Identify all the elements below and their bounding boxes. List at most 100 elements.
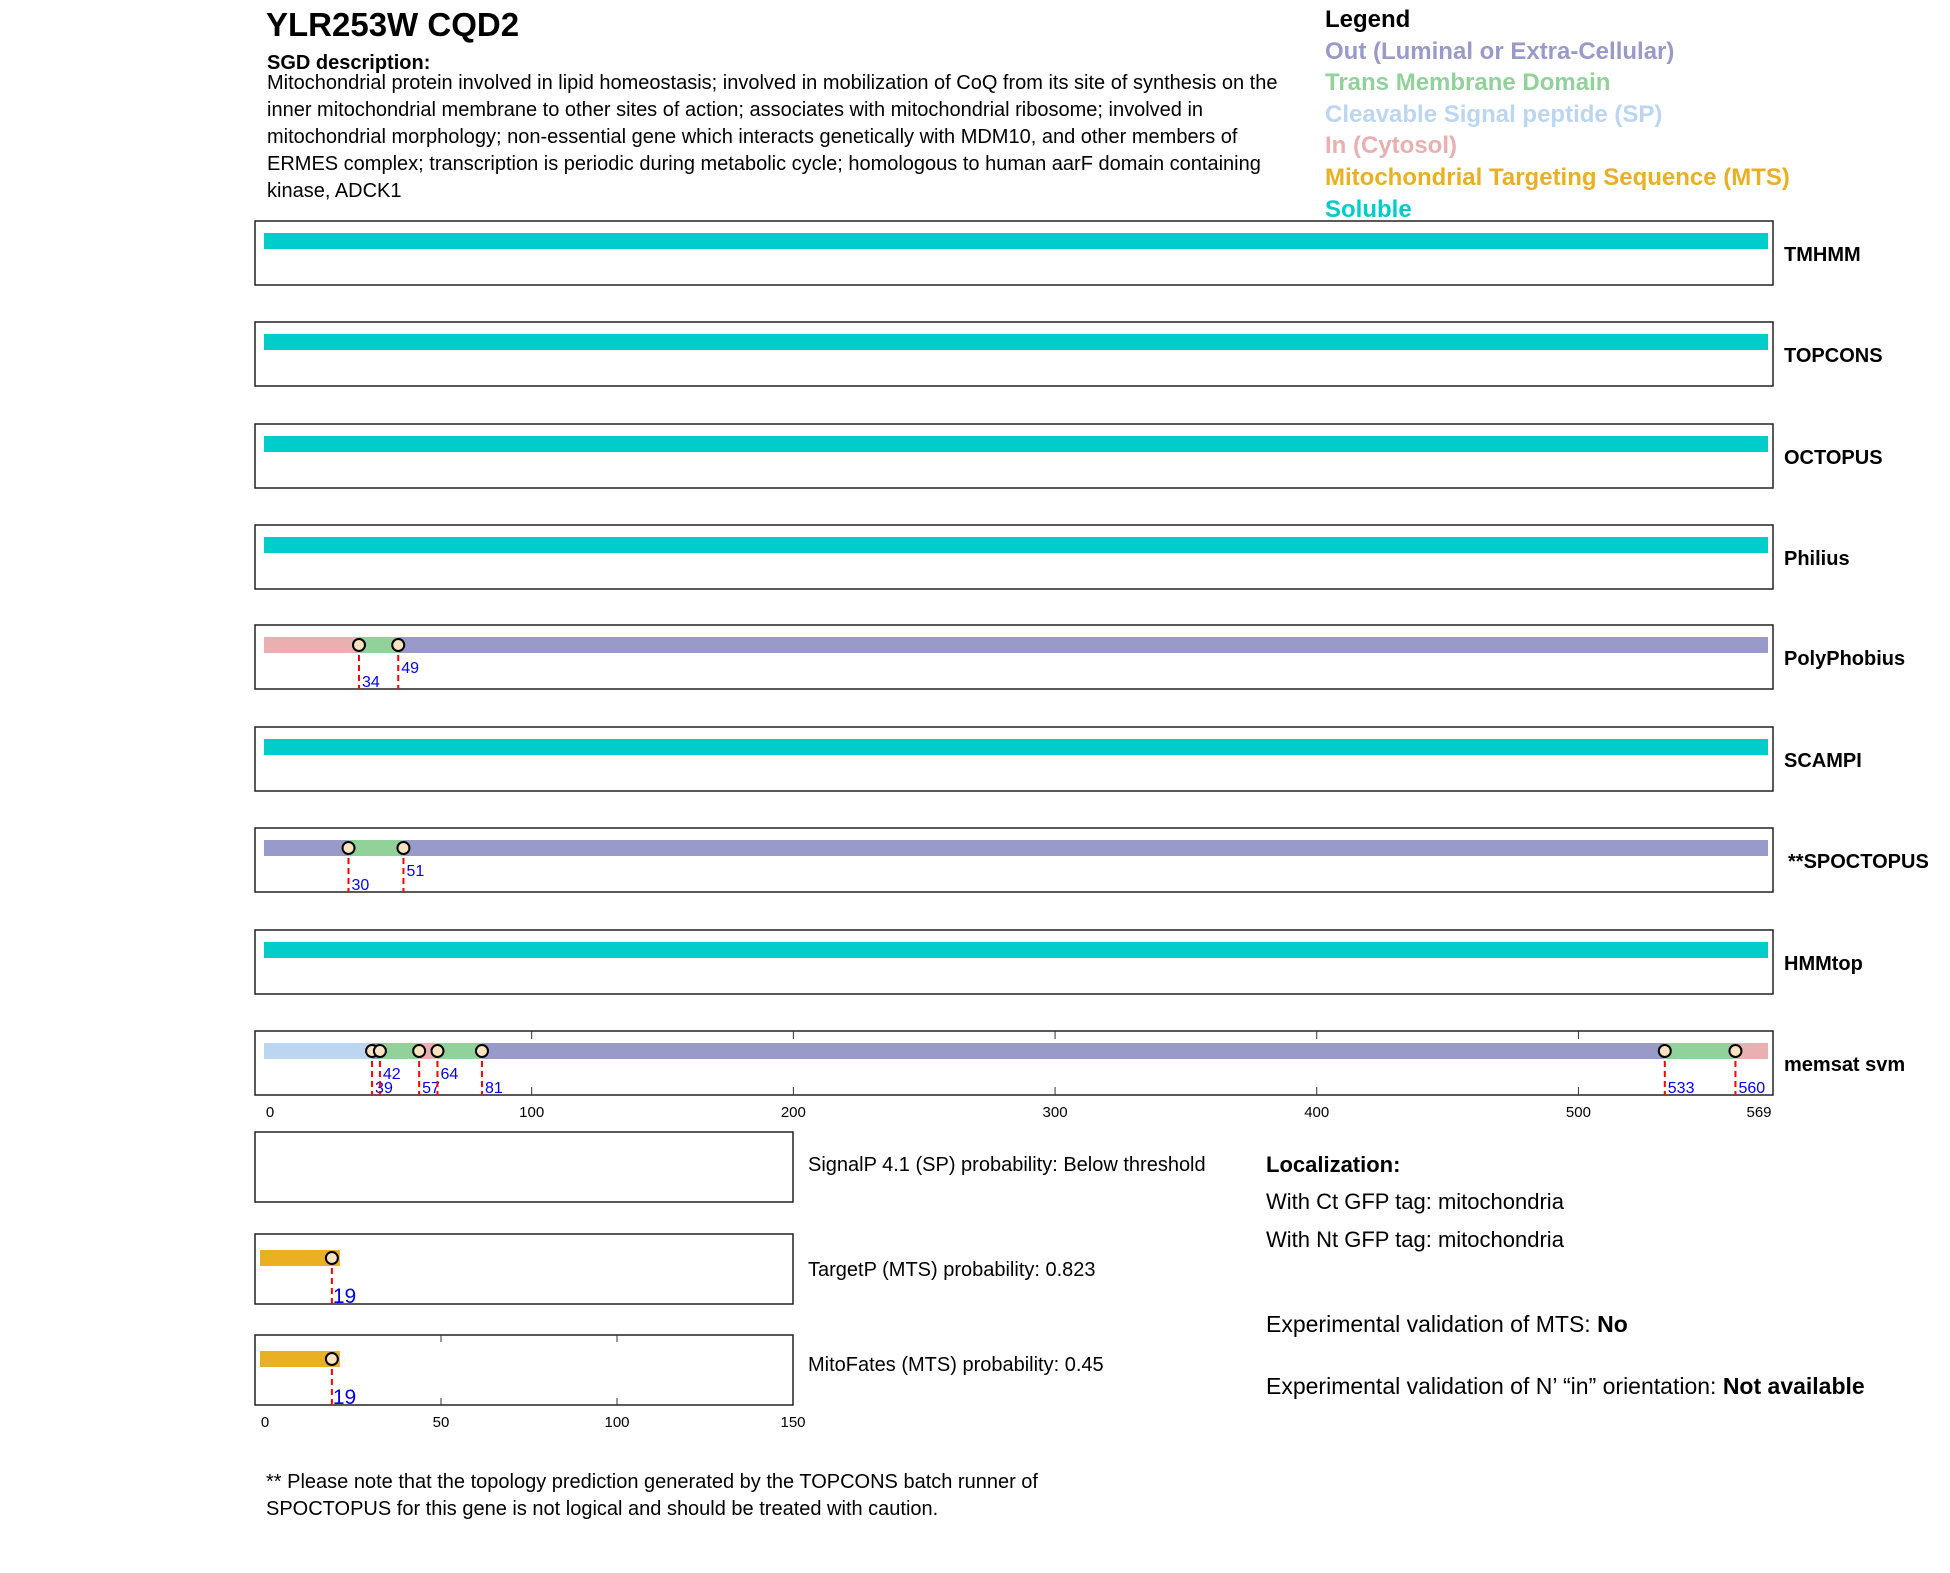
track-label-polyphobius: PolyPhobius [1784,648,1905,670]
segment-out [403,840,1768,856]
track-box [254,1030,1774,1096]
track-label-spoctopus: **SPOCTOPUS [1788,851,1929,873]
legend-title: Legend [1325,6,1411,33]
footnote-line-2: SPOCTOPUS for this gene is not logical a… [266,1498,939,1520]
segment-soluble [264,334,1768,350]
track-label-philius: Philius [1784,548,1850,570]
axis-tick-label: 0 [261,1414,269,1431]
marker-label: 42 [383,1066,401,1083]
segment-mts [260,1351,340,1367]
axis-tick-label: 400 [1304,1104,1329,1121]
marker-circle [391,638,406,652]
segment-in [1735,1043,1768,1059]
track-label-memsatsvm: memsat svm [1784,1054,1905,1076]
segment-sp [264,1043,373,1059]
page-title: YLR253W CQD2 [266,6,520,43]
marker-label: 560 [1738,1080,1765,1097]
targetp-label: TargetP (MTS) probability: 0.823 [808,1259,1096,1281]
marker-circle [341,841,356,855]
track-label-topcons: TOPCONS [1784,345,1883,367]
segment-soluble [264,436,1768,452]
marker-circle [412,1044,427,1058]
track-box [254,524,1774,590]
legend-out: Out (Luminal or Extra-Cellular) [1325,37,1675,65]
marker-circle [324,1352,339,1366]
marker-circle [351,638,366,652]
track-label-hmmtop: HMMtop [1784,953,1863,975]
axis-tick-label: 150 [780,1414,805,1431]
track-box [254,827,1774,893]
segment-tm [379,1043,420,1059]
nin-validation-value: Not available [1722,1373,1865,1399]
segment-soluble [264,537,1768,553]
segment-mts [260,1250,340,1266]
track-box [254,726,1774,792]
legend-tm: Trans Membrane Domain [1325,69,1611,97]
segment-tm [1664,1043,1736,1059]
marker-label: 533 [1668,1080,1695,1097]
track-box [254,929,1774,995]
nin-validation-label: Experimental validation of N’ “in” orien… [1266,1373,1723,1399]
localization-title: Localization: [1266,1152,1401,1177]
track-label-scampi: SCAMPI [1784,750,1862,772]
marker-circle [372,1044,387,1058]
marker-circle [396,841,411,855]
track-box [254,321,1774,387]
localization-ct: With Ct GFP tag: mitochondria [1266,1189,1564,1214]
segment-in [264,637,359,653]
mts-validation: Experimental validation of MTS: No [1266,1311,1628,1338]
marker-circle [430,1044,445,1058]
axis-tick-label: 300 [1043,1104,1068,1121]
segment-tm [437,1043,482,1059]
segment-soluble [264,942,1768,958]
legend: Legend Out (Luminal or Extra-Cellular) T… [1325,4,1790,225]
marker-label: 81 [485,1080,503,1097]
localization-nt: With Nt GFP tag: mitochondria [1266,1227,1564,1252]
legend-in: In (Cytosol) [1325,132,1457,160]
segment-tm [358,637,399,653]
marker-label: 19 [333,1386,356,1409]
marker-label: 57 [422,1080,440,1097]
segment-soluble [264,739,1768,755]
track-box [254,624,1774,690]
marker-circle [474,1044,489,1058]
segment-soluble [264,233,1768,249]
track-box [254,423,1774,489]
description-label: SGD description: [267,52,431,74]
predictor-box [254,1131,794,1203]
marker-label: 64 [440,1066,458,1083]
marker-circle [1728,1044,1743,1058]
legend-soluble: Soluble [1325,195,1412,223]
predictor-box [254,1334,794,1406]
marker-label: 51 [406,863,424,880]
axis-tick-label: 200 [781,1104,806,1121]
axis-tick-label: 100 [519,1104,544,1121]
mts-validation-label: Experimental validation of MTS: [1266,1311,1598,1337]
signalp-label: SignalP 4.1 (SP) probability: Below thre… [808,1154,1206,1176]
segment-out [264,840,349,856]
marker-circle [1657,1044,1672,1058]
description-text: Mitochondrial protein involved in lipid … [267,72,1278,202]
segment-out [481,1043,1665,1059]
mts-validation-value: No [1597,1311,1628,1337]
marker-circle [324,1251,339,1265]
axis-tick-label: 569 [1746,1104,1771,1121]
track-label-octopus: OCTOPUS [1784,447,1883,469]
axis-tick-label: 100 [604,1414,629,1431]
predictor-box [254,1233,794,1305]
axis-tick-label: 500 [1566,1104,1591,1121]
segment-out [398,637,1769,653]
segment-tm [348,840,404,856]
footnote-line-1: ** Please note that the topology predict… [266,1471,1038,1493]
legend-sp: Cleavable Signal peptide (SP) [1325,100,1663,128]
nin-validation: Experimental validation of N’ “in” orien… [1266,1370,1866,1402]
marker-label: 30 [352,877,370,894]
marker-label: 34 [362,674,380,691]
marker-label: 19 [333,1285,356,1308]
track-label-tmhmm: TMHMM [1784,244,1861,266]
marker-label: 49 [401,660,419,677]
legend-mts: Mitochondrial Targeting Sequence (MTS) [1325,163,1790,191]
axis-tick-label: 0 [266,1104,274,1121]
